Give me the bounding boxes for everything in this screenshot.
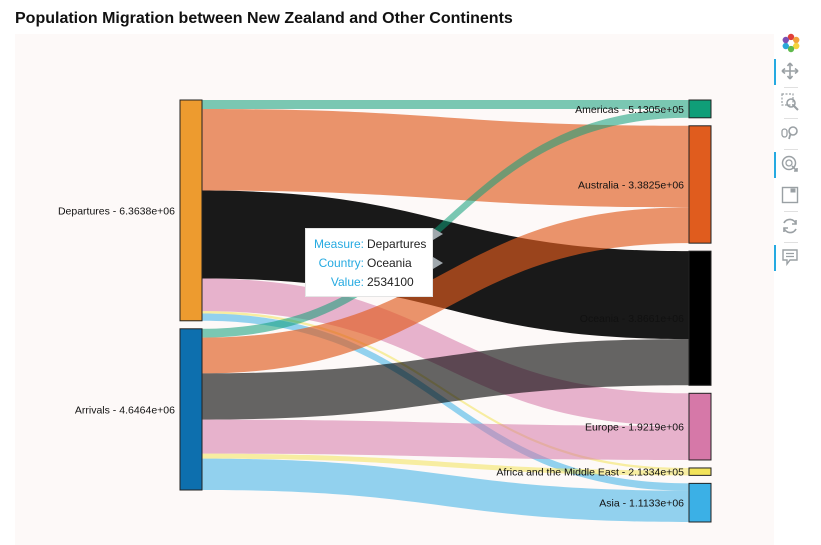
reset-tool-icon bbox=[783, 218, 797, 234]
hover-inspect-tool-button[interactable] bbox=[774, 245, 806, 271]
link-departures-to-oceania[interactable] bbox=[202, 190, 689, 340]
bokeh-logo-icon bbox=[774, 30, 806, 56]
tooltip-country-value: Oceania bbox=[367, 256, 412, 270]
link-departures-to-europe[interactable] bbox=[202, 278, 689, 426]
reset-tool-button[interactable] bbox=[774, 214, 806, 240]
chart-title: Population Migration between New Zealand… bbox=[15, 10, 513, 27]
tooltip-row-measure: Measure: Departures bbox=[306, 237, 434, 255]
node-oceania[interactable] bbox=[688, 250, 712, 386]
node-departures[interactable] bbox=[179, 99, 203, 322]
sankey-links bbox=[202, 100, 689, 522]
link-arrivals-to-africa-and-the-middle-east[interactable] bbox=[202, 453, 689, 476]
node-arrivals[interactable] bbox=[179, 328, 203, 491]
box-zoom-tool-icon bbox=[781, 93, 799, 111]
link-arrivals-to-americas[interactable] bbox=[202, 109, 689, 338]
tooltip-pointer-icons bbox=[433, 228, 443, 269]
plot-area[interactable]: Departures - 6.3638e+06 Arrivals - 4.6464… bbox=[15, 34, 774, 545]
tooltip-measure-value: Departures bbox=[367, 237, 427, 251]
node-australia[interactable] bbox=[688, 125, 712, 244]
node-label-asia: Asia - 1.1133e+06 bbox=[599, 498, 684, 510]
node-label-australia: Australia - 3.3825e+06 bbox=[578, 179, 684, 191]
wheel-zoom-tool-button[interactable] bbox=[774, 121, 806, 147]
tooltip-row-value: Value: 2534100 bbox=[306, 275, 434, 293]
link-arrivals-to-asia[interactable] bbox=[202, 458, 689, 522]
tooltip-row-country: Country: Oceania bbox=[306, 256, 434, 274]
tooltip-country-key: Country: bbox=[318, 256, 364, 270]
wheel-zoom-tool-icon bbox=[781, 126, 798, 140]
sankey-nodes bbox=[179, 99, 712, 523]
node-europe[interactable] bbox=[688, 392, 712, 461]
node-label-departures: Departures - 6.3638e+06 bbox=[58, 205, 175, 217]
sankey-diagram[interactable]: Departures - 6.3638e+06 Arrivals - 4.6464… bbox=[15, 34, 774, 545]
save-tool-icon bbox=[781, 186, 799, 204]
pan-tool-button[interactable] bbox=[774, 59, 806, 85]
node-label-americas: Americas - 5.1305e+05 bbox=[575, 104, 684, 116]
tooltip-value-key: Value: bbox=[330, 275, 364, 289]
pan-tool-icon bbox=[781, 62, 799, 80]
link-arrivals-to-oceania[interactable] bbox=[202, 339, 689, 420]
node-label-arrivals: Arrivals - 4.6464e+06 bbox=[75, 404, 175, 416]
tooltip-measure-key: Measure: bbox=[313, 237, 364, 251]
link-arrivals-to-europe[interactable] bbox=[202, 419, 689, 460]
hover-inspect-tool-icon bbox=[782, 249, 798, 266]
node-label-europe: Europe - 1.9219e+06 bbox=[585, 422, 684, 434]
node-label-oceania: Oceania - 3.8661e+06 bbox=[580, 313, 684, 325]
box-zoom-tool-button[interactable] bbox=[774, 90, 806, 116]
tooltip-value-value: 2534100 bbox=[367, 275, 414, 289]
node-label-africa-and-the-middle-east: Africa and the Middle East - 2.1334e+05 bbox=[496, 467, 684, 479]
hover-tool-icon bbox=[781, 155, 798, 172]
node-asia[interactable] bbox=[688, 482, 712, 523]
save-tool-button[interactable] bbox=[774, 183, 806, 209]
node-americas[interactable] bbox=[688, 99, 712, 119]
node-africa-and-the-middle-east[interactable] bbox=[688, 467, 712, 476]
link-departures-to-americas[interactable] bbox=[202, 100, 689, 110]
toolbar bbox=[774, 30, 806, 290]
hover-tooltip: Measure: Departures Country: Oceania Val… bbox=[305, 228, 433, 297]
hover-tool-button[interactable] bbox=[774, 152, 806, 178]
link-arrivals-to-australia[interactable] bbox=[202, 207, 689, 374]
sankey-labels: Departures - 6.3638e+06 Arrivals - 4.6464… bbox=[58, 104, 684, 510]
